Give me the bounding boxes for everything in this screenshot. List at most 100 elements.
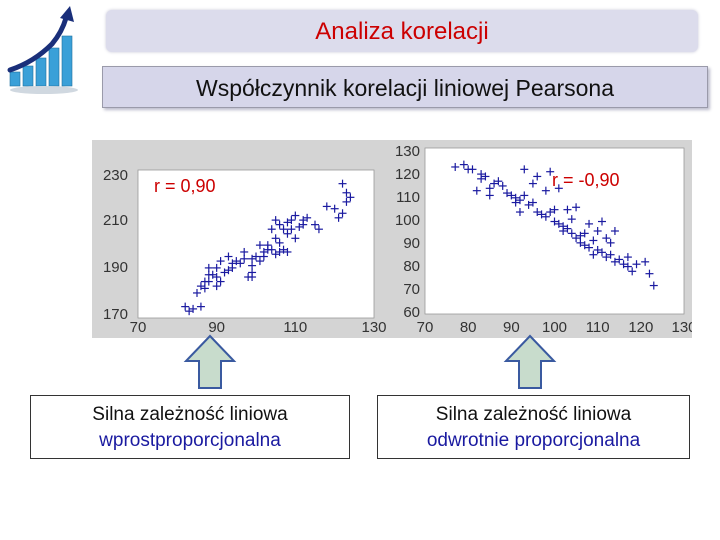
data-point (193, 288, 201, 297)
caption-positive-correlation: Silna zależność liniowa wprostproporcjon… (30, 395, 350, 459)
data-point (334, 213, 343, 222)
data-point (541, 186, 550, 195)
data-point (589, 250, 598, 259)
logo-bar (9, 71, 21, 87)
data-point (255, 257, 264, 266)
plot-area (137, 169, 375, 319)
data-point (224, 252, 233, 261)
logo-bar (22, 65, 34, 87)
data-point (619, 260, 628, 269)
data-point (546, 208, 555, 217)
data-point (283, 247, 292, 256)
data-point (623, 262, 632, 271)
data-point (554, 184, 563, 193)
data-point (632, 260, 641, 269)
data-point (546, 167, 555, 176)
data-point (240, 247, 249, 256)
data-point (271, 216, 280, 225)
y-tick-label: 170 (103, 306, 128, 323)
data-point (314, 225, 323, 234)
x-tick-label: 130 (671, 319, 692, 336)
data-point (576, 231, 585, 240)
rising-bar-chart-arrow-icon (7, 6, 78, 94)
data-point (342, 197, 351, 206)
data-point (236, 259, 245, 268)
data-point (498, 181, 507, 190)
data-point (287, 225, 296, 234)
y-tick-label: 230 (103, 167, 128, 184)
data-point (291, 234, 300, 243)
data-point (645, 269, 654, 278)
x-tick-label: 70 (417, 319, 434, 336)
data-point (338, 179, 347, 188)
data-point (196, 302, 205, 311)
y-tick-label: 190 (103, 259, 128, 276)
correlation-coefficient-label: r = 0,90 (154, 176, 216, 196)
data-point (585, 243, 594, 252)
x-tick-label: 70 (130, 319, 147, 336)
data-point (520, 191, 529, 200)
y-tick-label: 60 (403, 304, 420, 321)
data-point (346, 193, 355, 202)
data-point (580, 229, 589, 238)
up-arrow-left-icon (183, 334, 237, 389)
data-point (593, 227, 602, 235)
data-point (649, 281, 658, 290)
up-arrow-right-icon (503, 334, 557, 389)
data-point (271, 234, 280, 243)
data-point (291, 211, 300, 220)
y-tick-label: 100 (395, 212, 420, 229)
caption-highlight: wprostproporcjonalna (99, 430, 281, 451)
subtitle-banner: Współczynnik korelacji liniowej Pearsona (102, 66, 708, 108)
data-point (567, 215, 576, 224)
data-point (275, 220, 284, 229)
data-point (576, 238, 585, 247)
caption-highlight: odwrotnie proporcjonalna (426, 430, 641, 451)
data-point (342, 188, 351, 197)
x-tick-label: 110 (586, 319, 610, 336)
y-tick-label: 90 (403, 235, 420, 252)
data-point (267, 245, 276, 254)
data-point (200, 284, 209, 293)
data-point (528, 198, 537, 207)
data-point (275, 238, 284, 247)
data-point (520, 165, 529, 174)
data-point (322, 202, 331, 211)
data-point (481, 172, 490, 181)
page-title: Analiza korelacji (315, 18, 489, 45)
data-point (507, 191, 516, 200)
data-point (279, 225, 288, 234)
data-point (228, 263, 237, 272)
logo-bar (48, 47, 60, 87)
y-tick-label: 210 (103, 212, 128, 229)
data-point (503, 189, 512, 198)
data-point (623, 253, 632, 262)
data-point (550, 217, 559, 226)
data-point (181, 302, 190, 311)
data-point (585, 219, 594, 228)
data-point (212, 263, 221, 272)
data-point (524, 200, 533, 209)
data-point (212, 273, 221, 282)
data-point (554, 219, 563, 228)
data-point (559, 227, 568, 235)
data-point (451, 162, 460, 171)
data-point (485, 191, 494, 200)
y-tick-label: 80 (403, 258, 420, 275)
logo-bar (61, 35, 73, 87)
data-point (602, 253, 611, 262)
data-point (283, 229, 292, 238)
caption-negative-correlation: Silna zależność liniowa odwrotnie propor… (377, 395, 690, 459)
logo-bar (35, 57, 47, 87)
data-point (610, 227, 619, 235)
data-point (580, 241, 589, 250)
data-point (330, 204, 339, 213)
data-point (204, 263, 213, 272)
y-tick-label: 120 (395, 166, 420, 183)
data-point (572, 203, 581, 212)
data-point (303, 213, 312, 222)
caption-line: Silna zależność liniowa (92, 404, 288, 425)
x-tick-label: 90 (208, 319, 225, 336)
x-tick-label: 120 (628, 319, 653, 336)
x-tick-label: 90 (503, 319, 520, 336)
